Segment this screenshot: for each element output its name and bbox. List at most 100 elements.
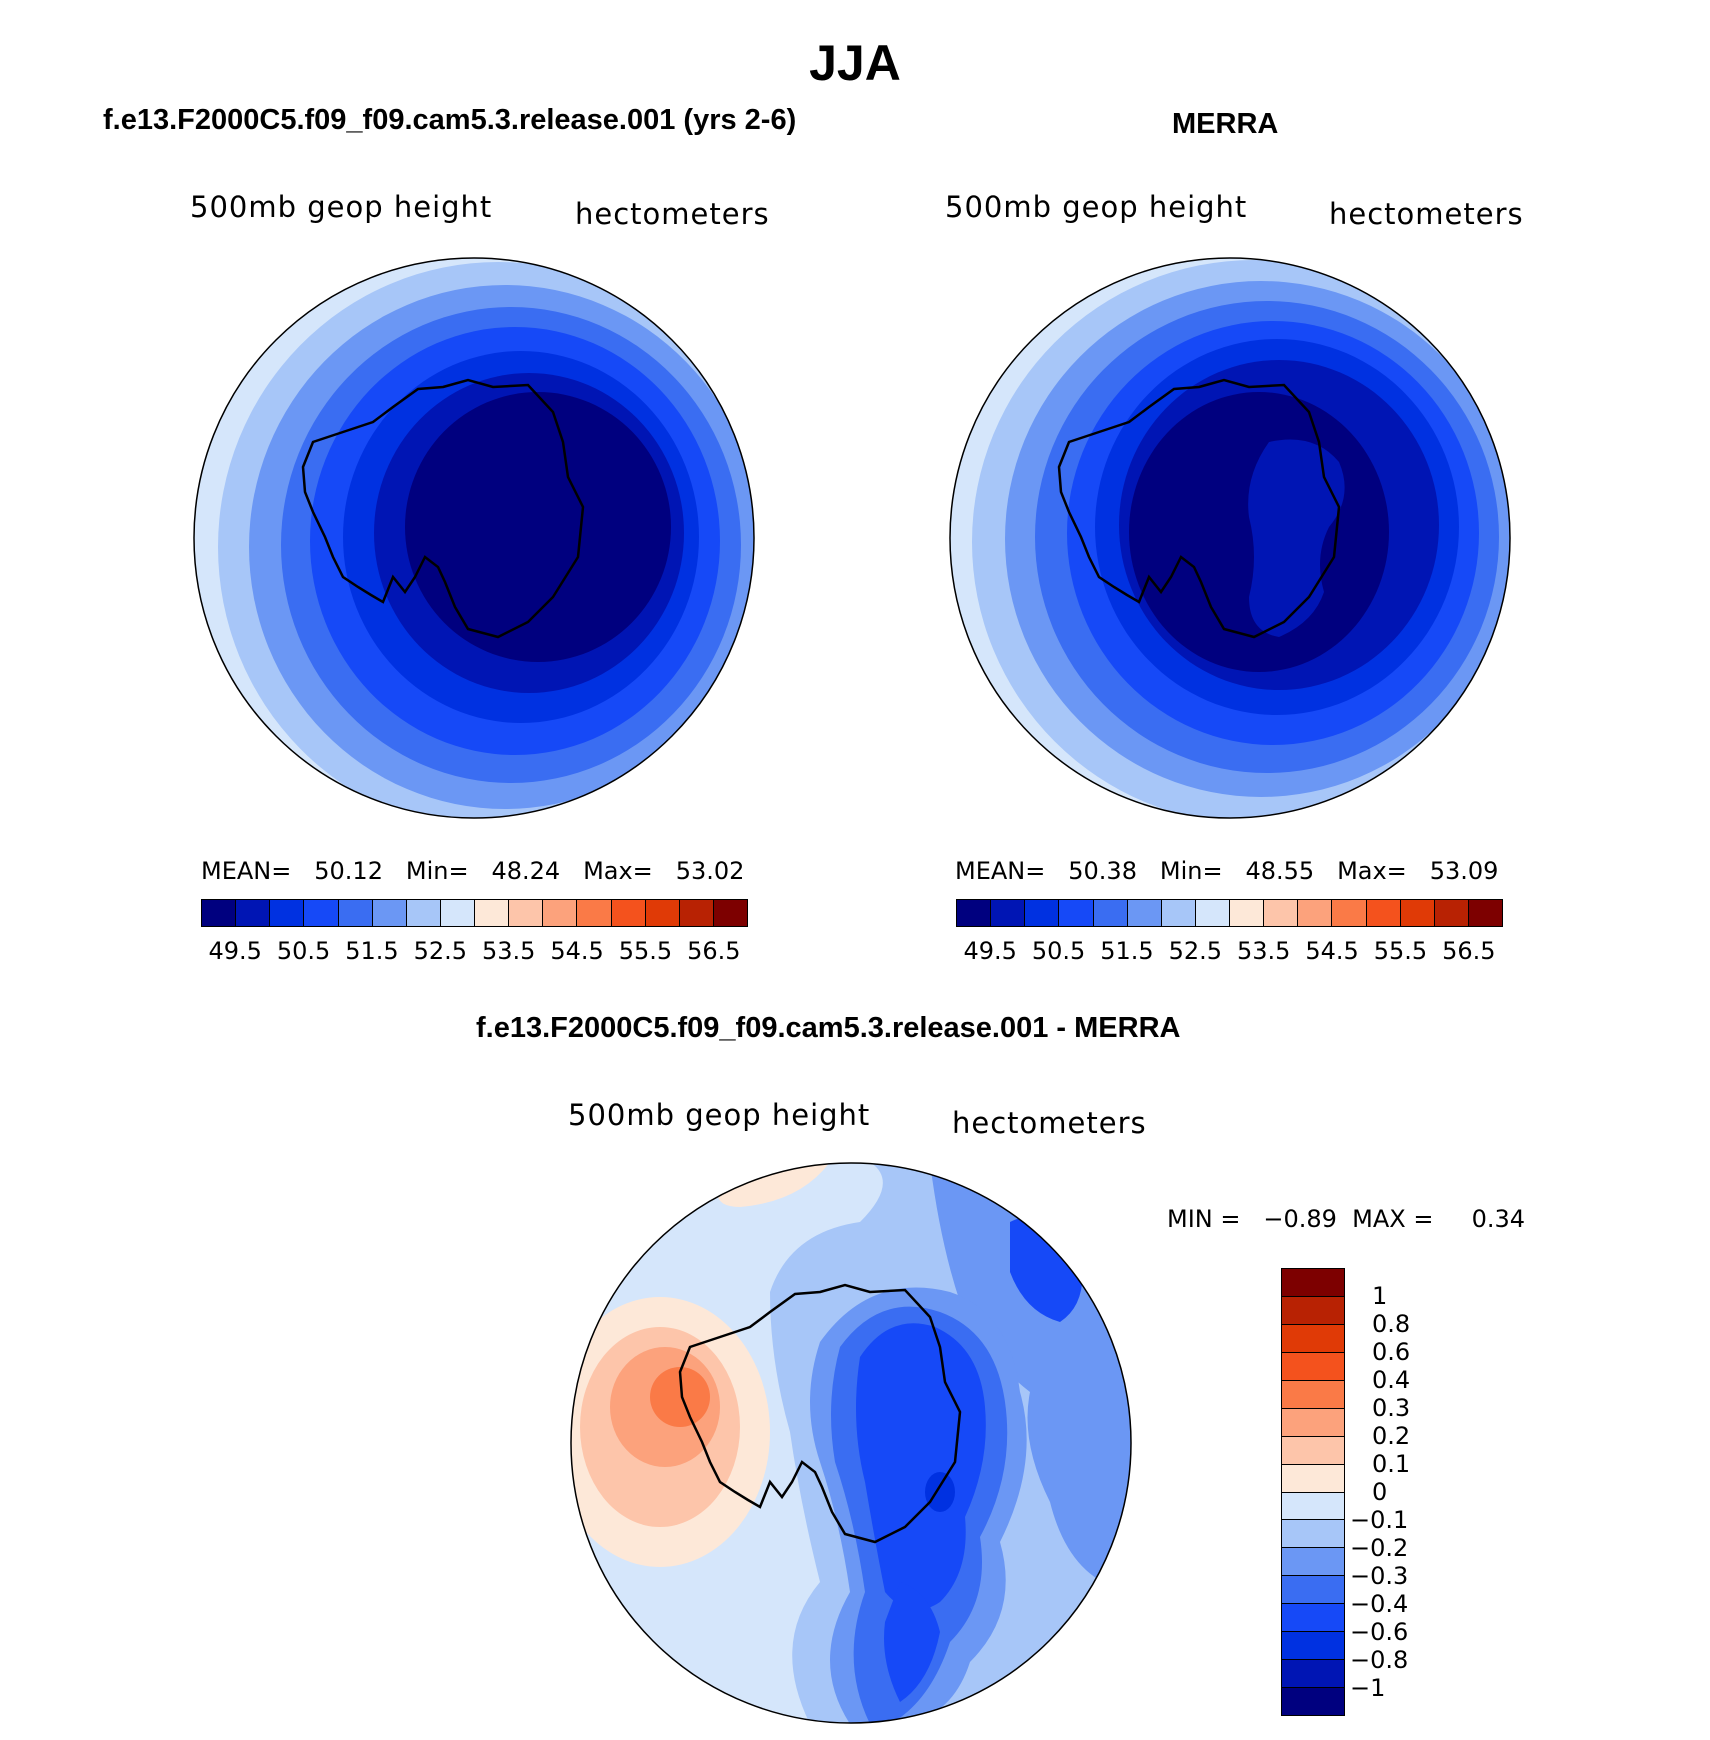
panel3-contour-0.4: [650, 1367, 710, 1427]
panel2-colorbar-swatch: [991, 900, 1026, 926]
panel3-colorbar-swatch: [1282, 1436, 1344, 1465]
panel3-colorbar-swatch: [1282, 1660, 1344, 1689]
panel3-colorbar-tick-label: −0.8: [1350, 1646, 1409, 1674]
panel2-colorbar-tick-label: 54.5: [1305, 937, 1359, 965]
panel1-mean-value: 50.12: [314, 857, 383, 885]
panel1-min-label: Min=: [405, 857, 469, 885]
panel2-colorbar-tick-label: 55.5: [1373, 937, 1428, 965]
panel2-mean-label: MEAN=: [955, 857, 1046, 885]
panel2-colorbar-tick-label: 52.5: [1168, 937, 1223, 965]
panel1-colorbar-swatch: [611, 900, 646, 926]
panel3-colorbar-tick-label: −0.1: [1350, 1506, 1409, 1534]
panel1-colorbar-swatch: [372, 900, 407, 926]
panel2-colorbar-swatch: [1127, 900, 1162, 926]
panel2-colorbar-tick-label: 51.5: [1100, 937, 1154, 965]
panel2-variable-label: 500mb geop height: [945, 190, 1248, 224]
panel2-stats: MEAN= 50.38 Min= 48.55 Max= 53.09: [955, 857, 1498, 885]
panel1-colorbar-swatch: [543, 900, 578, 926]
panel3-colorbar-tick-label: 0.6: [1372, 1338, 1411, 1366]
panel2-mean-value: 50.38: [1068, 857, 1137, 885]
panel3-colorbar-swatch: [1282, 1520, 1344, 1549]
panel3-colorbar-tick-label: 0: [1372, 1478, 1388, 1506]
panel3-colorbar-tick-label: 1: [1372, 1282, 1388, 1310]
panel1-colorbar-swatch: [645, 900, 680, 926]
panel3-map: [570, 1162, 1132, 1724]
panel3-map-border: [570, 1162, 1132, 1724]
panel1-variable-label: 500mb geop height: [190, 190, 493, 224]
panel3-colorbar-swatch: [1282, 1604, 1344, 1633]
panel3-colorbar-tick-label: −0.4: [1350, 1590, 1409, 1618]
panel1-colorbar-swatch: [679, 900, 714, 926]
panel2-map: [949, 257, 1511, 819]
panel1-antarctica-coastline: [301, 378, 585, 639]
panel3-contour-neg0.6: [856, 1323, 986, 1610]
panel1-max-value: 53.02: [675, 857, 745, 885]
panel3-colorbar-tick-label: 0.3: [1372, 1394, 1411, 1422]
panel1-colorbar-swatch: [713, 900, 747, 926]
panel1-colorbar-swatch: [304, 900, 339, 926]
panel2-colorbar-swatch: [1093, 900, 1128, 926]
panel3-colorbar-swatch: [1282, 1408, 1344, 1437]
panel2-colorbar-swatch: [1468, 900, 1502, 926]
panel1-map: [193, 257, 755, 819]
panel1-colorbar-swatch: [202, 900, 237, 926]
panel1-colorbar-tick-label: 53.5: [481, 937, 536, 965]
panel2-max-value: 53.09: [1429, 857, 1499, 885]
panel2-contour-49.5-inner: [1248, 439, 1345, 637]
panel2-max-label: Max=: [1337, 857, 1407, 885]
panel3-colorbar-tick-label: −1: [1350, 1674, 1386, 1702]
panel2-title: MERRA: [1172, 108, 1279, 140]
panel2-colorbar: [956, 899, 1503, 927]
panel1-contour-49: [405, 392, 671, 662]
panel3-title: f.e13.F2000C5.f09_f09.cam5.3.release.001…: [476, 1012, 1181, 1044]
panel3-colorbar: [1281, 1268, 1345, 1716]
panel2-min-label: Min=: [1159, 857, 1223, 885]
panel1-colorbar-tick-label: 51.5: [345, 937, 399, 965]
panel3-antarctica-coastline: [678, 1283, 962, 1544]
panel3-contour-neg0.6-south: [884, 1582, 940, 1702]
panel2-colorbar-swatch: [1195, 900, 1230, 926]
panel3-colorbar-swatch: [1282, 1548, 1344, 1577]
panel3-colorbar-tick-label: 0.2: [1372, 1422, 1411, 1450]
panel3-colorbar-swatch: [1282, 1688, 1344, 1715]
panel2-colorbar-tick-label: 50.5: [1031, 937, 1086, 965]
panel1-map-border: [193, 257, 755, 819]
panel3-colorbar-tick-label: −0.6: [1350, 1618, 1409, 1646]
panel2-units-label: hectometers: [1329, 197, 1524, 231]
panel3-units-label: hectometers: [952, 1106, 1147, 1140]
panel1-colorbar-swatch: [509, 900, 544, 926]
panel1-colorbar-tick-label: 54.5: [550, 937, 604, 965]
panel2-colorbar-swatch: [1230, 900, 1265, 926]
panel2-colorbar-tick-label: 49.5: [963, 937, 1017, 965]
panel3-colorbar-tick-label: 0.8: [1372, 1310, 1411, 1338]
panel1-title: f.e13.F2000C5.f09_f09.cam5.3.release.001…: [103, 104, 797, 136]
panel2-colorbar-swatch: [1059, 900, 1094, 926]
panel1-colorbar-swatch: [406, 900, 441, 926]
panel3-colorbar-swatch: [1282, 1324, 1344, 1353]
panel1-mean-label: MEAN=: [201, 857, 292, 885]
panel3-contour-neg0.8: [925, 1472, 955, 1512]
panel2-colorbar-tick-label: 53.5: [1236, 937, 1291, 965]
panel1-colorbar-tick-label: 52.5: [413, 937, 468, 965]
panel3-colorbar-swatch: [1282, 1492, 1344, 1521]
panel2-colorbar-swatch: [1298, 900, 1333, 926]
panel3-variable-label: 500mb geop height: [568, 1098, 871, 1132]
panel1-colorbar-swatch: [577, 900, 612, 926]
panel1-colorbar: [201, 899, 748, 927]
panel2-min-value: 48.55: [1245, 857, 1315, 885]
panel1-colorbar-tick-label: 50.5: [276, 937, 331, 965]
panel2-colorbar-swatch: [1332, 900, 1367, 926]
panel1-colorbar-swatch: [270, 900, 305, 926]
panel1-max-label: Max=: [583, 857, 653, 885]
figure-title: JJA: [809, 35, 901, 91]
panel3-colorbar-swatch: [1282, 1296, 1344, 1325]
panel3-colorbar-swatch: [1282, 1269, 1344, 1297]
panel1-colorbar-swatch: [338, 900, 373, 926]
panel1-colorbar-swatch: [236, 900, 271, 926]
panel1-units-label: hectometers: [575, 197, 770, 231]
panel1-stats: MEAN= 50.12 Min= 48.24 Max= 53.02: [201, 857, 744, 885]
panel2-colorbar-swatch: [1264, 900, 1299, 926]
panel1-colorbar-swatch: [440, 900, 475, 926]
panel3-minmax: MIN = −0.89 MAX = 0.34: [1167, 1205, 1526, 1233]
panel2-colorbar-swatch: [1400, 900, 1435, 926]
